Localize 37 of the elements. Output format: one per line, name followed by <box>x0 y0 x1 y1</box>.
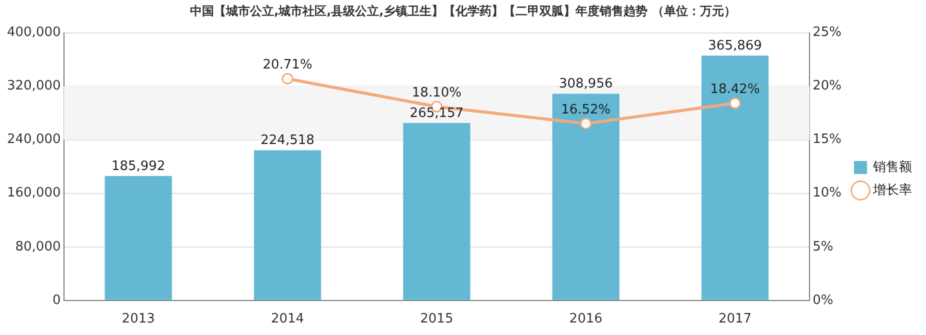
bar <box>701 56 769 300</box>
y-tick-label: 80,000 <box>15 239 61 254</box>
bar <box>403 123 470 300</box>
y-tick-label: 320,000 <box>6 78 61 94</box>
data-label: 18.10% <box>412 86 462 101</box>
y2-tick-label: 20% <box>812 78 842 94</box>
x-tick-label: 2016 <box>569 312 602 327</box>
bar <box>254 150 322 300</box>
y-tick-label: 0 <box>52 292 61 308</box>
data-label: 185,992 <box>111 158 166 174</box>
x-tick-label: 2015 <box>420 312 454 327</box>
data-label: 20.71% <box>262 58 312 73</box>
data-label: 224,518 <box>260 133 314 148</box>
y2-tick-label: 0% <box>812 292 834 308</box>
point <box>729 97 741 109</box>
point <box>580 118 592 130</box>
bar <box>104 176 172 300</box>
y2-tick-label: 15% <box>812 132 842 148</box>
data-label: 308,956 <box>558 76 613 92</box>
y2-tick-label: 25% <box>812 25 842 40</box>
x-tick-label: 2014 <box>270 312 304 327</box>
y-tick-label: 400,000 <box>6 25 61 40</box>
legend-label: 增长率 <box>872 182 912 198</box>
chart-title: 中国【城市公立,城市社区,县级公立,乡镇卫生】【化学药】【二甲双胍】年度销售趋势 （单位：万元） <box>189 3 737 20</box>
data-label: 365,869 <box>708 38 762 54</box>
y2-tick-label: 10% <box>812 186 842 201</box>
point <box>282 72 294 84</box>
legend-label: 销售额 <box>872 160 912 175</box>
y-tick-label: 160,000 <box>6 186 61 201</box>
y2-tick-label: 5% <box>812 239 834 254</box>
data-label: 16.52% <box>561 102 611 118</box>
data-label: 265,157 <box>410 106 464 121</box>
x-tick-label: 2017 <box>718 312 752 327</box>
bar <box>552 94 620 300</box>
data-label: 18.42% <box>710 82 760 98</box>
y-tick-label: 240,000 <box>6 132 61 148</box>
x-tick-label: 2013 <box>122 312 155 327</box>
